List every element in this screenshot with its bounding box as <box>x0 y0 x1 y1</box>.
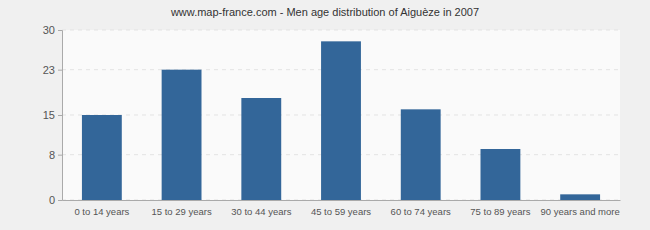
y-tick-mark <box>58 155 62 156</box>
y-tick-label: 23 <box>43 64 55 76</box>
x-tick-label: 30 to 44 years <box>231 206 291 217</box>
bar <box>481 149 521 200</box>
y-tick: 30 <box>43 24 62 36</box>
grid <box>62 30 620 200</box>
y-tick-mark <box>58 200 62 201</box>
grid-line <box>62 30 620 31</box>
x-tick: 60 to 74 years <box>391 206 451 217</box>
x-tick: 0 to 14 years <box>74 206 129 217</box>
y-tick: 15 <box>43 109 62 121</box>
y-tick-label: 0 <box>49 194 55 206</box>
background <box>0 0 650 230</box>
y-axis-line <box>58 31 63 201</box>
bars <box>82 41 600 200</box>
chart: 0 8 15 23 30 0 to 14 years 15 to 29 years 30 to… <box>0 0 650 230</box>
x-tick: 75 to 89 years <box>470 206 530 217</box>
y-tick-label: 8 <box>49 149 55 161</box>
title: www.map-france.com - Men age distributio… <box>170 6 479 18</box>
x-tick: 30 to 44 years <box>231 206 291 217</box>
y-tick-mark <box>58 115 62 116</box>
y-tick: 23 <box>43 64 62 76</box>
x-axis: 0 to 14 years 15 to 29 years 30 to 44 year… <box>63 201 621 217</box>
x-tick: 45 to 59 years <box>311 206 371 217</box>
x-tick-label: 75 to 89 years <box>470 206 530 217</box>
bar <box>321 41 361 200</box>
y-tick: 8 <box>49 149 62 161</box>
x-axis-line <box>63 200 621 201</box>
bar <box>401 109 441 200</box>
x-tick-label: 15 to 29 years <box>151 206 211 217</box>
y-tick-label: 15 <box>43 109 55 121</box>
x-tick-label: 90 years and more <box>541 206 620 217</box>
bar <box>241 98 281 200</box>
x-tick: 90 years and more <box>541 206 620 217</box>
x-tick-label: 0 to 14 years <box>74 206 129 217</box>
y-tick: 0 <box>49 194 62 206</box>
y-tick-mark <box>58 30 62 31</box>
bar <box>162 70 202 200</box>
bar <box>560 194 600 200</box>
bar <box>82 115 122 200</box>
y-tick-mark <box>58 70 62 71</box>
plot-area <box>62 30 620 200</box>
x-tick-label: 60 to 74 years <box>391 206 451 217</box>
y-tick-label: 30 <box>43 24 55 36</box>
y-axis: 0 8 15 23 30 <box>43 24 63 206</box>
x-tick-label: 45 to 59 years <box>311 206 371 217</box>
x-tick: 15 to 29 years <box>151 206 211 217</box>
